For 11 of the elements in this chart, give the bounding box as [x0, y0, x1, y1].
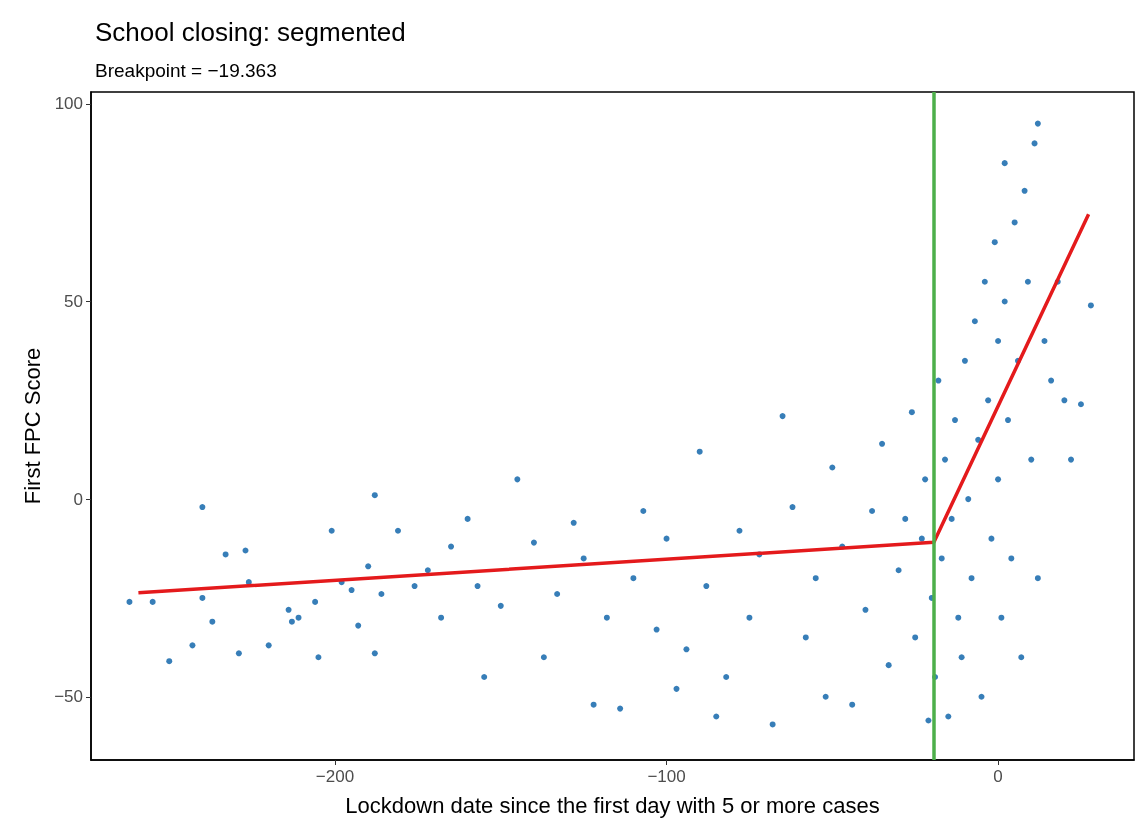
x-tick-label: −200 — [315, 767, 355, 786]
y-tick-label: 0 — [73, 489, 83, 509]
y-tick-label: 50 — [64, 291, 83, 311]
y-tick-label: −50 — [54, 687, 83, 707]
chart-subtitle: Breakpoint = −19.363 — [95, 60, 277, 81]
chart-title: School closing: segmented — [95, 17, 406, 47]
x-tick-label: 0 — [993, 767, 1003, 786]
y-axis-title: First FPC Score — [19, 347, 45, 505]
x-tick-label: −100 — [647, 767, 686, 786]
y-tick-label: 100 — [54, 94, 83, 114]
x-axis-title: Lockdown date since the first day with 5 or more cases — [345, 792, 880, 818]
